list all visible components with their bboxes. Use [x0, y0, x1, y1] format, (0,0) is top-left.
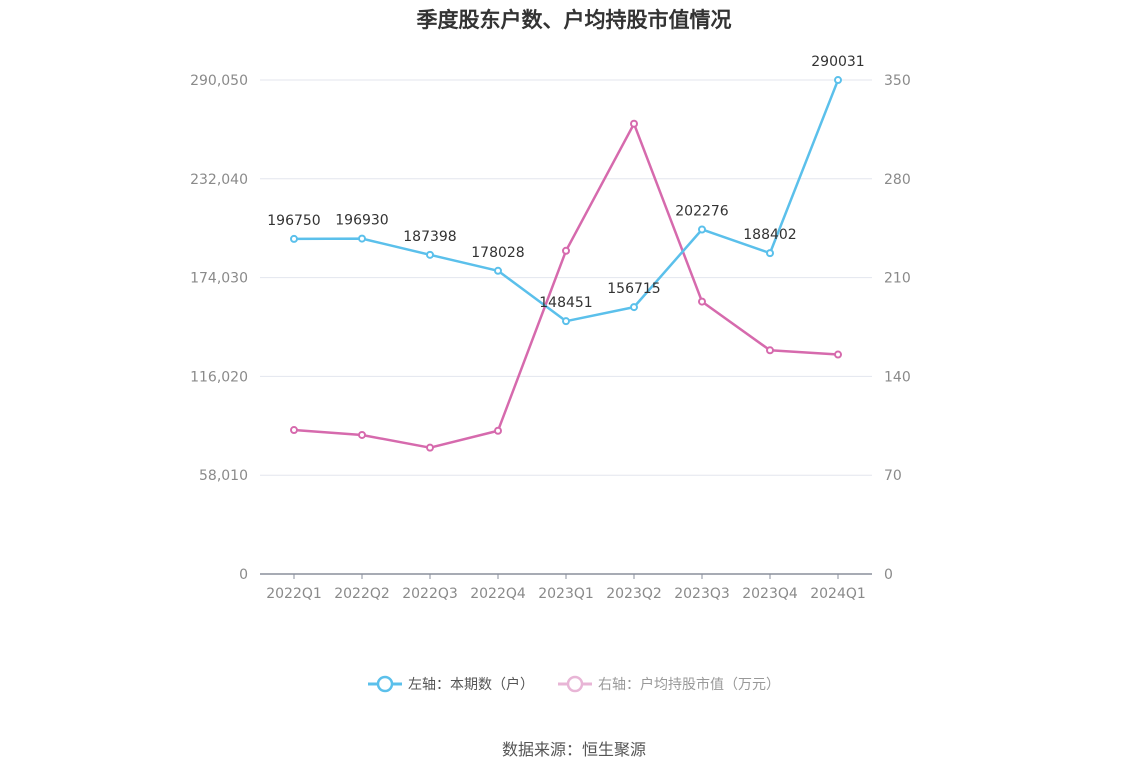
data-point-right: [290, 426, 298, 435]
left-axis-tick-label: 174,030: [190, 271, 248, 287]
data-label: 187398: [403, 229, 456, 245]
data-point-right: [834, 350, 842, 359]
data-point-left: [494, 266, 502, 275]
data-point-right: [698, 297, 706, 306]
data-label: 196750: [267, 213, 320, 229]
left-axis-tick-label: 58,010: [199, 468, 248, 484]
data-point-right: [426, 443, 434, 452]
x-axis-tick-label: 2022Q4: [470, 586, 526, 602]
data-point-left: [766, 249, 774, 258]
x-axis-tick-label: 2022Q2: [334, 586, 390, 602]
chart-title: 季度股东户数、户均持股市值情况: [416, 8, 732, 32]
left-axis-tick-label: 232,040: [190, 172, 248, 188]
x-axis-tick-label: 2022Q1: [266, 586, 322, 602]
data-point-right: [562, 246, 570, 255]
data-point-left: [358, 234, 366, 243]
x-axis-tick-label: 2023Q2: [606, 586, 662, 602]
data-label: 156715: [607, 281, 660, 297]
series-line-left: [293, 79, 840, 323]
source-note: 数据来源：恒生聚源: [501, 740, 646, 759]
legend: 左轴：本期数（户） 右轴：户均持股市值（万元）: [0, 674, 1148, 694]
data-labels: 196750 196930 187398 178028 148451 156715 2022…: [267, 54, 864, 311]
legend-marker-left-icon: [368, 675, 402, 693]
data-label: 290031: [811, 54, 864, 70]
data-label: 188402: [743, 227, 796, 243]
legend-label-left: 左轴：本期数（户）: [408, 677, 534, 693]
axes: 0 0 58,010 70 116,020 140 174,030 210 232,040 280…: [190, 73, 911, 602]
left-axis-tick-label: 0: [239, 567, 248, 583]
right-axis-tick-label: 140: [884, 369, 911, 385]
right-axis-tick-label: 280: [884, 172, 911, 188]
data-label: 148451: [539, 295, 592, 311]
x-axis-tick-label: 2024Q1: [810, 586, 866, 602]
data-point-left: [630, 303, 638, 312]
data-point-right: [358, 430, 366, 439]
grid-lines: [260, 79, 872, 476]
x-axis-tick-label: 2023Q1: [538, 586, 594, 602]
data-point-left: [562, 317, 570, 326]
series: [290, 76, 842, 452]
data-label: 202276: [675, 203, 729, 219]
data-point-left: [426, 250, 434, 259]
data-point-right: [630, 119, 638, 128]
legend-label-right: 右轴：户均持股市值（万元）: [598, 677, 780, 693]
right-axis-tick-label: 350: [884, 73, 911, 89]
legend-item-right-series[interactable]: 右轴：户均持股市值（万元）: [558, 674, 780, 694]
x-axis-tick-label: 2023Q4: [742, 586, 798, 602]
series-line-right: [293, 122, 839, 449]
left-axis-tick-label: 290,050: [190, 73, 248, 89]
right-axis-tick-label: 0: [884, 567, 893, 583]
x-axis-tick-label: 2022Q3: [402, 586, 458, 602]
data-point-left: [290, 234, 298, 243]
data-point-right: [766, 346, 774, 355]
data-point-right: [494, 426, 502, 435]
data-label: 196930: [335, 213, 388, 229]
right-axis-tick-label: 210: [884, 271, 911, 287]
data-label: 178028: [471, 245, 524, 261]
legend-marker-right-icon: [558, 675, 592, 693]
data-point-left: [698, 225, 706, 234]
right-axis-tick-label: 70: [884, 468, 902, 484]
x-axis-tick-label: 2023Q3: [674, 586, 730, 602]
data-point-left: [834, 76, 842, 85]
left-axis-tick-label: 116,020: [190, 369, 248, 385]
legend-item-left-series[interactable]: 左轴：本期数（户）: [368, 674, 534, 694]
